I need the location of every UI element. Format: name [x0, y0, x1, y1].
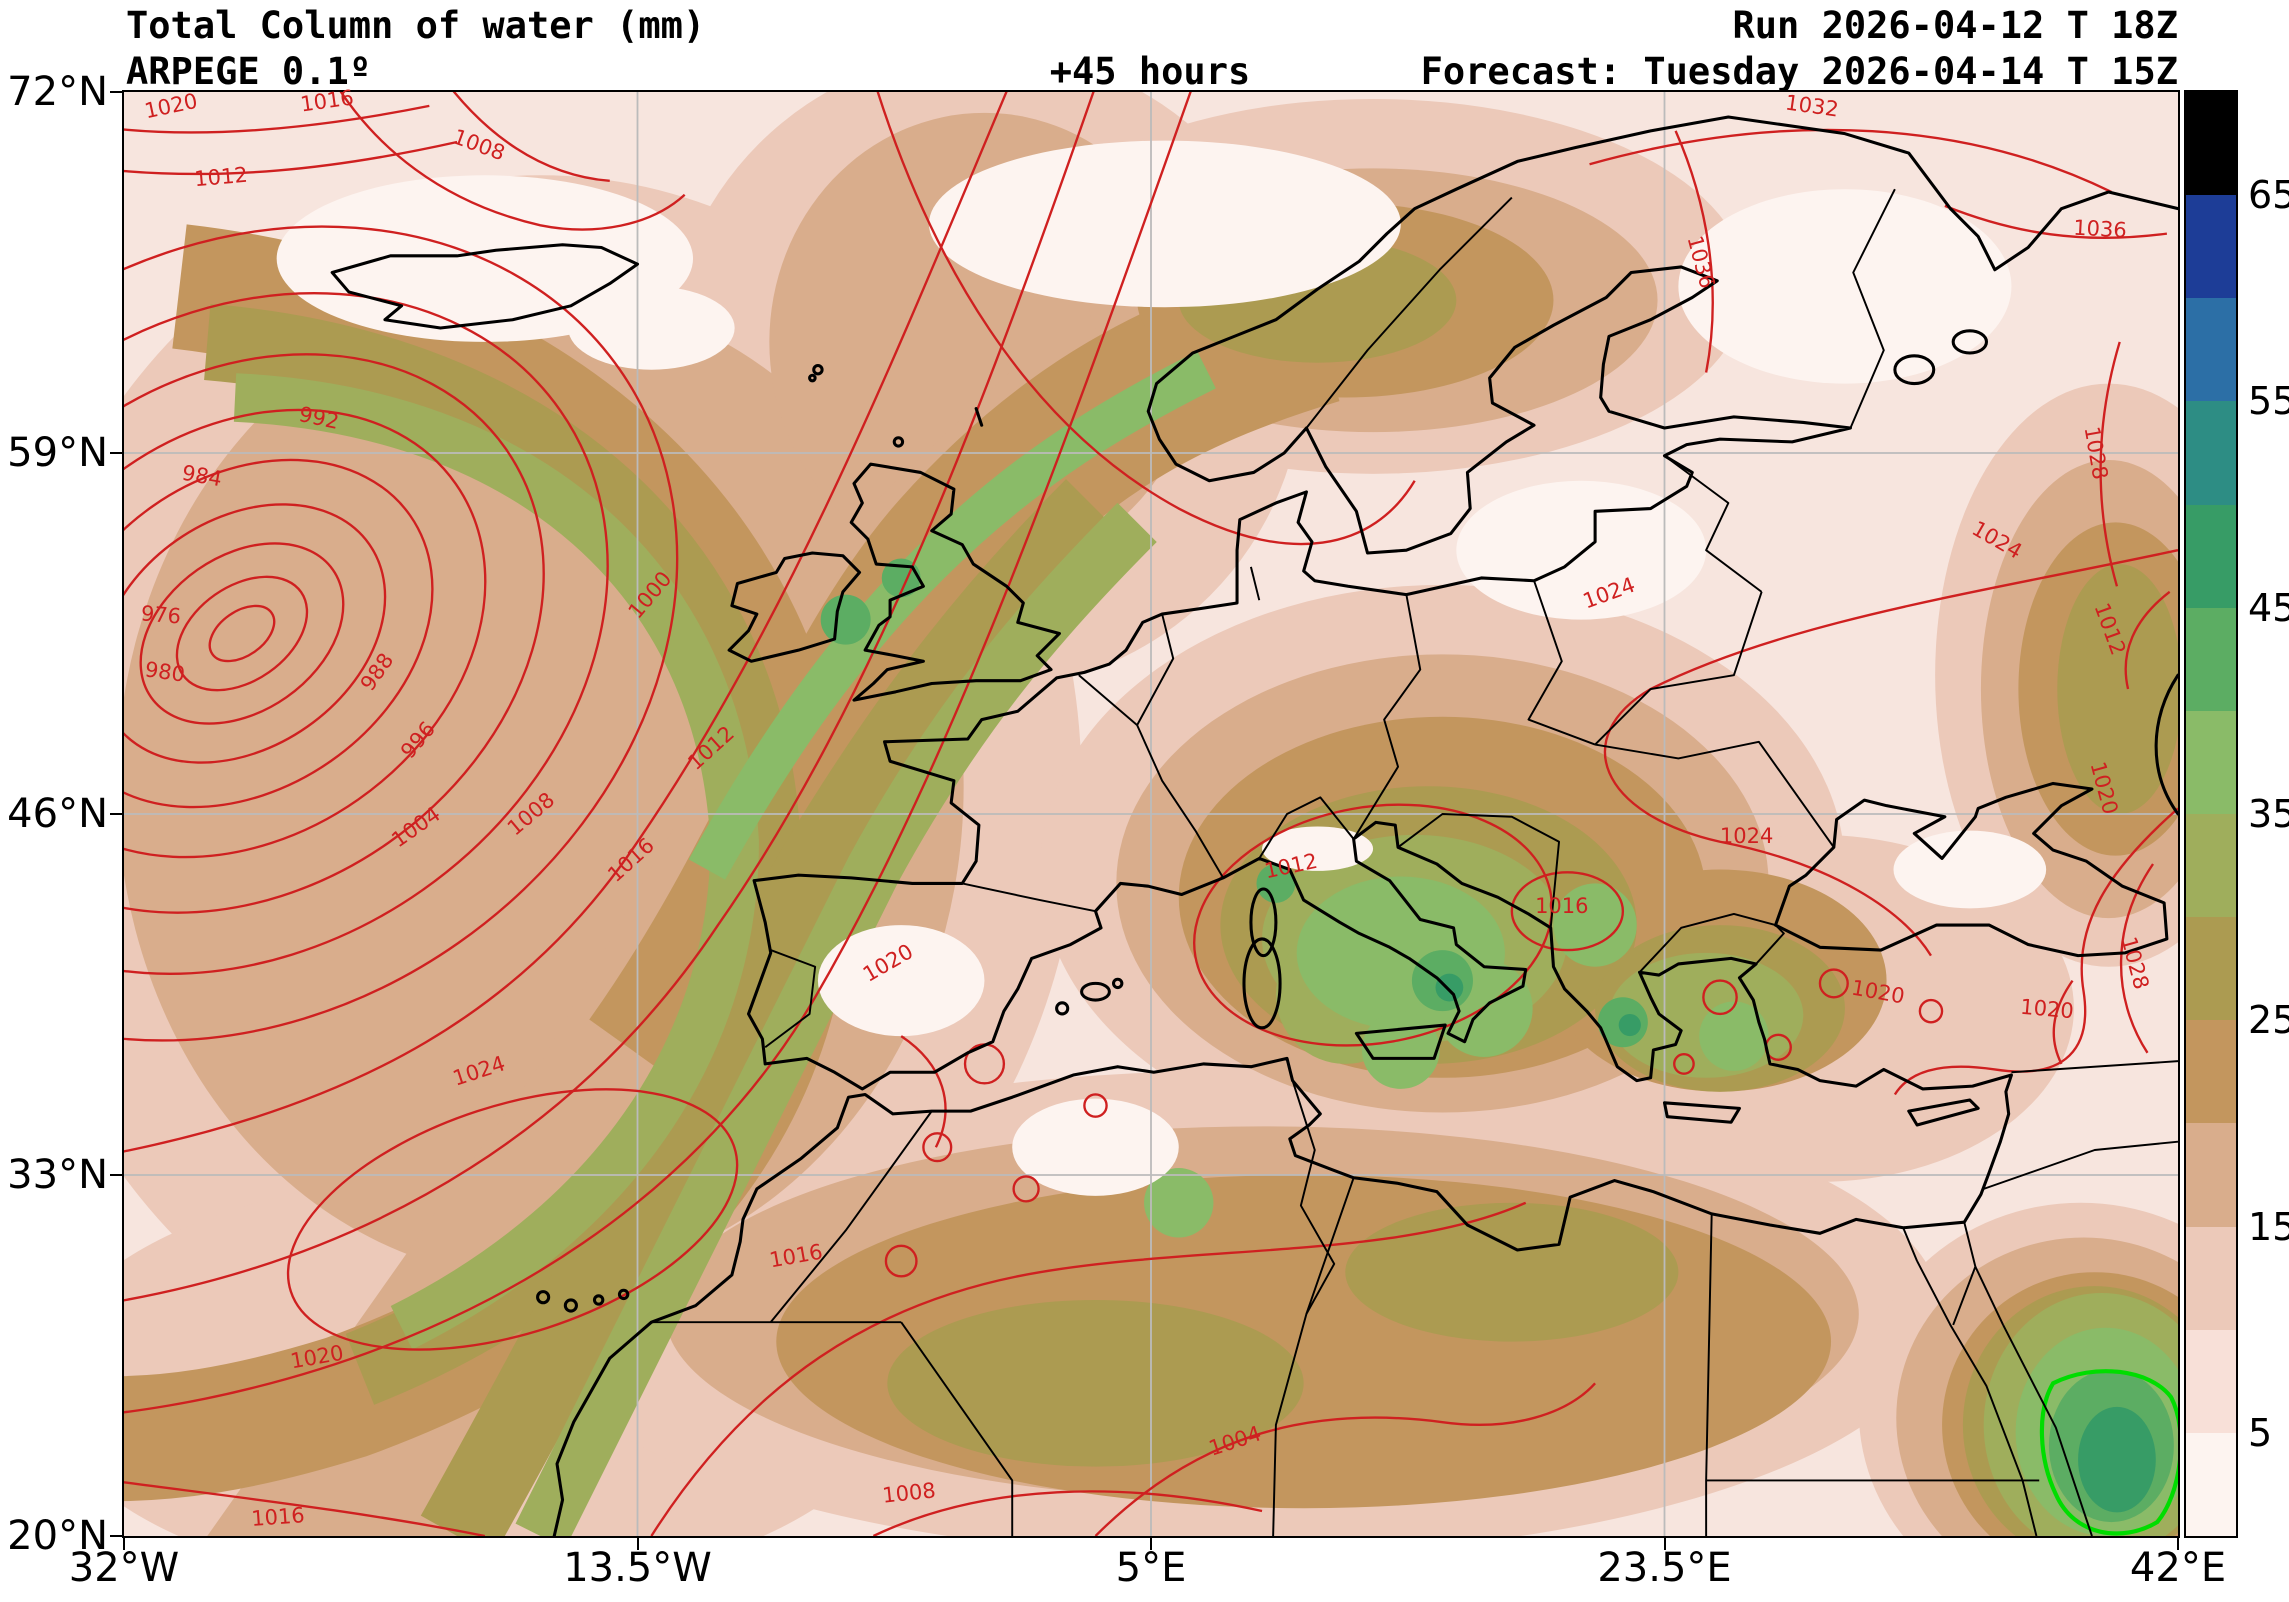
forecast-label: Forecast: Tuesday 2026-04-14 T 15Z [1420, 50, 2178, 93]
lead-time-label: +45 hours [1049, 50, 1251, 93]
model-label: ARPEGE 0.1º [126, 50, 372, 93]
lon-tick [1663, 1538, 1666, 1550]
colorbar-tick-label: 35 [2248, 792, 2289, 836]
high-moisture-contour [2039, 1369, 2178, 1536]
lat-tick [110, 813, 122, 815]
colorbar-tick-label: 45 [2248, 585, 2289, 630]
lat-tick-label: 59°N [7, 430, 108, 476]
colorbar-tick-label: 65 [2248, 173, 2289, 218]
colorbar-segment [2186, 1020, 2236, 1124]
colorbar-segment [2186, 504, 2236, 608]
lon-tick [2177, 1538, 2179, 1550]
coastlines [330, 115, 2178, 1536]
lat-tick [110, 1174, 122, 1176]
map-canvas [124, 92, 2178, 1536]
colorbar-segment [2186, 813, 2236, 918]
country-borders [651, 188, 2178, 1536]
isobars [124, 92, 2178, 1536]
colorbar-segment [2186, 917, 2236, 1021]
lon-tick [123, 1538, 125, 1550]
colorbar [2184, 90, 2238, 1538]
lat-tick-label: 33°N [7, 1152, 108, 1198]
lat-tick-label: 46°N [7, 791, 108, 837]
graticule [124, 92, 2178, 1536]
colorbar-segment [2186, 1226, 2236, 1330]
lon-tick-label: 13.5°W [563, 1545, 712, 1591]
colorbar-segment [2186, 1329, 2236, 1433]
colorbar-tick-label: 55 [2248, 379, 2289, 424]
colorbar-segment [2186, 710, 2236, 814]
chart-title: Total Column of water (mm) [126, 4, 706, 47]
colorbar-segment [2186, 195, 2236, 299]
lon-tick-label: 32°W [68, 1545, 180, 1591]
colorbar-tick-label: 25 [2248, 998, 2289, 1043]
colorbar-segment [2186, 607, 2236, 711]
colorbar-segment [2186, 1432, 2236, 1536]
lat-tick-label: 20°N [7, 1513, 108, 1559]
lat-tick [110, 91, 122, 93]
colorbar-tick-label: 15 [2248, 1204, 2289, 1249]
lon-tick-label: 23.5°E [1597, 1545, 1732, 1591]
moisture-shading [124, 92, 2178, 1536]
colorbar-tick-label: 5 [2248, 1410, 2273, 1455]
run-label: Run 2026-04-12 T 18Z [1732, 4, 2178, 47]
lon-tick [1150, 1538, 1152, 1550]
lon-tick-label: 5°E [1115, 1545, 1187, 1591]
map-plot-area: 1020 1016 1008 1012 1032 1036 1036 992 984 1028 10… [122, 85, 2180, 1538]
lat-tick-label: 72°N [7, 69, 108, 115]
lat-tick [110, 1535, 122, 1537]
colorbar-segment [2186, 298, 2236, 402]
colorbar-segment [2186, 1123, 2236, 1227]
colorbar-segment [2186, 92, 2236, 196]
colorbar-segment [2186, 401, 2236, 505]
lon-tick [636, 1538, 639, 1550]
lon-tick-label: 42°E [2129, 1545, 2227, 1591]
lat-tick [110, 452, 122, 454]
